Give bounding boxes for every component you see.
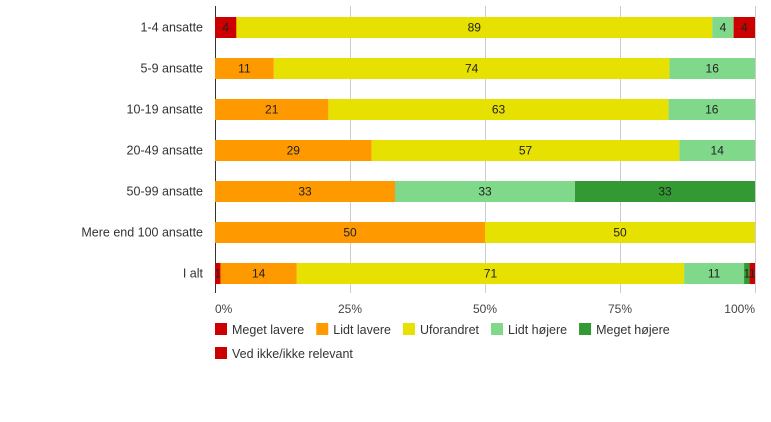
legend-label: Lidt højere: [508, 323, 567, 337]
x-tick-label: 100%: [724, 302, 755, 316]
bar-segment: [296, 263, 685, 284]
data-label: 29: [287, 144, 301, 158]
bar-segment: [669, 58, 755, 79]
category-label: I alt: [183, 267, 204, 281]
data-label: 14: [711, 144, 725, 158]
category-label: Mere end 100 ansatte: [81, 226, 203, 240]
data-label: 50: [343, 226, 357, 240]
bar-segment: [679, 140, 755, 161]
legend-label: Meget lavere: [232, 323, 304, 337]
bar-segment: [733, 17, 755, 38]
legend-swatch: [316, 323, 329, 335]
data-label: 71: [484, 267, 498, 281]
category-labels: 1-4 ansatte 5-9 ansatte 10-19 ansatte 20-49…: [81, 21, 203, 281]
legend-label: Uforandret: [420, 323, 480, 337]
legend-label: Meget højere: [596, 323, 670, 337]
data-label: 11: [238, 62, 251, 76]
category-label: 5-9 ansatte: [140, 62, 203, 76]
legend-swatch: [215, 323, 227, 335]
bar-segment: [215, 181, 395, 202]
bar-segment: [744, 263, 750, 284]
data-label: 1: [749, 267, 756, 281]
data-label: 50: [613, 226, 627, 240]
bar-segment: [575, 181, 755, 202]
legend-item[interactable]: Lidt lavere: [316, 323, 391, 337]
legend-swatch: [402, 323, 415, 335]
category-label: 1-4 ansatte: [140, 21, 203, 35]
data-label: 1: [743, 267, 750, 281]
category-label: 20-49 ansatte: [127, 144, 203, 158]
category-label: 10-19 ansatte: [127, 103, 203, 117]
bar-segment: [215, 140, 372, 161]
bar-segment: [749, 263, 755, 284]
data-label: 4: [720, 21, 727, 35]
legend-item[interactable]: Lidt højere: [491, 323, 567, 337]
data-label: 16: [706, 62, 720, 76]
data-label: 57: [519, 144, 533, 158]
data-label: 33: [478, 185, 492, 199]
legend-item[interactable]: Ved ikke/ikke relevant: [215, 347, 353, 361]
data-label: 63: [492, 103, 506, 117]
legend-swatch: [491, 323, 504, 335]
bar-segment: [273, 58, 670, 79]
bar-segment: [712, 17, 734, 38]
legend-item[interactable]: Meget lavere: [215, 323, 304, 337]
data-label: 89: [468, 21, 482, 35]
legend-item[interactable]: Meget højere: [579, 323, 670, 337]
bar-segment: [215, 17, 237, 38]
data-label: 1: [214, 267, 221, 281]
x-tick-label: 75%: [608, 302, 632, 316]
bar-segment: [215, 263, 221, 284]
data-label: 33: [658, 185, 672, 199]
x-axis-ticks: 0% 25% 50% 75% 100%: [215, 302, 755, 316]
data-label: 11: [708, 267, 721, 281]
data-label: 14: [252, 267, 266, 281]
bar-segment: [236, 17, 713, 38]
bar-segment: [395, 181, 575, 202]
data-label: 33: [298, 185, 312, 199]
bar-segment: [215, 99, 329, 120]
category-label: 50-99 ansatte: [127, 185, 203, 199]
data-label: 4: [741, 21, 748, 35]
data-label: 16: [705, 103, 719, 117]
bar-segment: [215, 222, 485, 243]
bar-segment: [220, 263, 297, 284]
legend-label: Ved ikke/ikke relevant: [232, 347, 353, 361]
data-label: 74: [465, 62, 479, 76]
bar-segment: [215, 58, 274, 79]
bar-segment: [371, 140, 680, 161]
bar-segment: [684, 263, 745, 284]
x-tick-label: 25%: [338, 302, 362, 316]
legend-swatch: [215, 347, 227, 359]
legend-item[interactable]: Uforandret: [402, 323, 480, 337]
legend: Meget lavere Lidt lavere Uforandret Lidt hø…: [215, 323, 670, 361]
bar-segment: [485, 222, 755, 243]
legend-swatch: [579, 323, 592, 335]
data-label: 21: [265, 103, 279, 117]
bar-segment: [328, 99, 669, 120]
x-tick-label: 0%: [215, 302, 233, 316]
data-label: 4: [222, 21, 229, 35]
bar-segment: [668, 99, 755, 120]
x-tick-label: 50%: [473, 302, 497, 316]
legend-label: Lidt lavere: [333, 323, 391, 337]
